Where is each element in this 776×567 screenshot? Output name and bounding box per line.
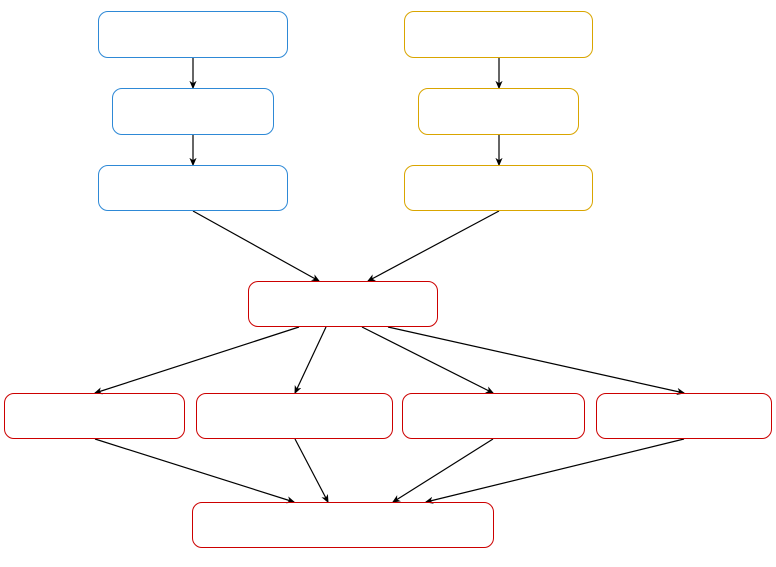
edge-r1-r2a bbox=[95, 327, 299, 393]
node-b1 bbox=[98, 11, 288, 58]
node-r2d bbox=[596, 393, 772, 439]
node-r2b bbox=[196, 393, 393, 439]
node-y1 bbox=[404, 11, 593, 58]
edge-r2b-r3 bbox=[295, 439, 328, 502]
edge-y3-r1 bbox=[368, 211, 499, 281]
node-b3 bbox=[98, 165, 288, 211]
edge-r1-r2b bbox=[295, 327, 326, 393]
node-b2 bbox=[112, 88, 274, 135]
edge-r2d-r3 bbox=[426, 439, 684, 502]
node-y3 bbox=[404, 165, 593, 211]
edge-r2a-r3 bbox=[95, 439, 294, 502]
node-r2c bbox=[402, 393, 585, 439]
node-y2 bbox=[418, 88, 579, 135]
node-r2a bbox=[4, 393, 185, 439]
node-r3 bbox=[192, 502, 494, 548]
node-r1 bbox=[248, 281, 438, 327]
edge-r1-r2c bbox=[362, 327, 493, 393]
edge-r1-r2d bbox=[388, 327, 684, 393]
edge-r2c-r3 bbox=[393, 439, 493, 502]
edge-b3-r1 bbox=[193, 211, 319, 281]
